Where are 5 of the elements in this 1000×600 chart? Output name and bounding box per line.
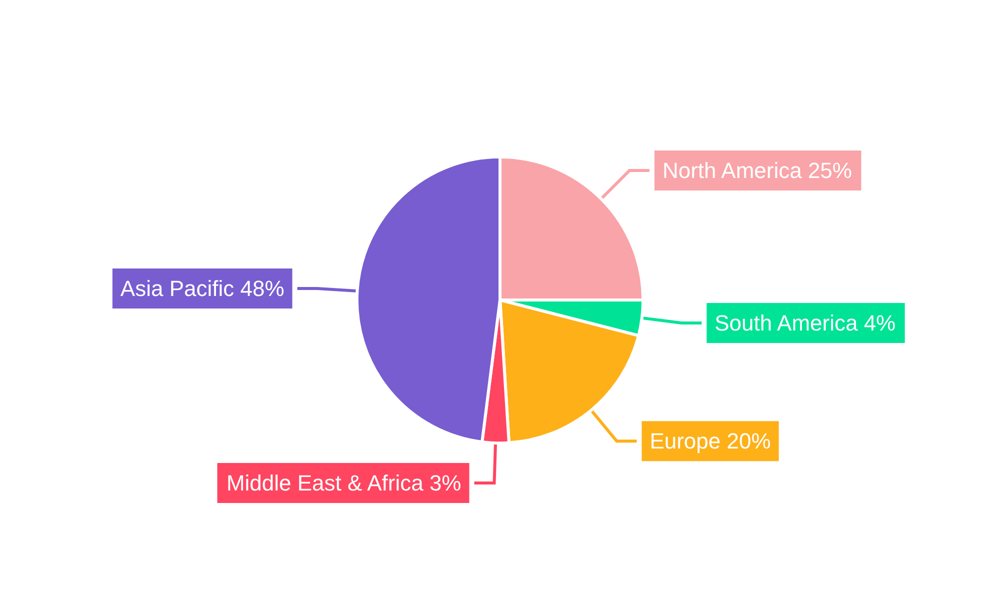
slice-label: South America 4% <box>714 310 896 336</box>
slice-label: Middle East & Africa 3% <box>226 470 462 496</box>
slice-label: North America 25% <box>662 158 852 184</box>
slice-label: Europe 20% <box>650 428 771 454</box>
slice-label: Asia Pacific 48% <box>120 276 284 302</box>
